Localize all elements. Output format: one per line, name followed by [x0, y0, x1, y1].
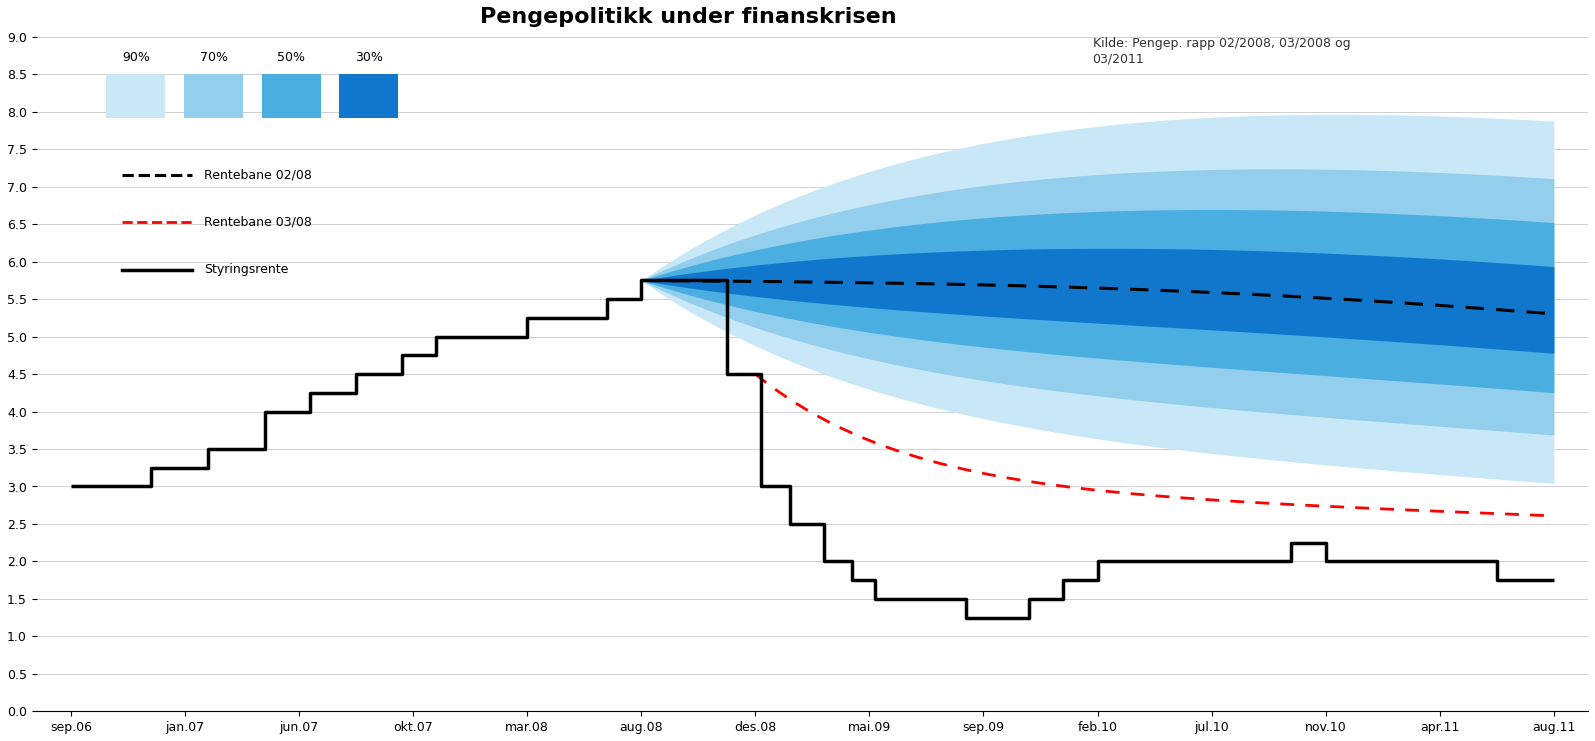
Text: Styringsrente: Styringsrente	[204, 263, 289, 276]
Text: Rentebane 03/08: Rentebane 03/08	[204, 216, 313, 229]
FancyBboxPatch shape	[340, 74, 399, 118]
Text: 30%: 30%	[354, 51, 383, 64]
Text: Kilde: Pengep. rapp 02/2008, 03/2008 og
03/2011: Kilde: Pengep. rapp 02/2008, 03/2008 og …	[1093, 37, 1351, 65]
Title: Pengepolitikk under finanskrisen: Pengepolitikk under finanskrisen	[480, 7, 896, 27]
FancyBboxPatch shape	[183, 74, 242, 118]
FancyBboxPatch shape	[262, 74, 321, 118]
Text: Rentebane 02/08: Rentebane 02/08	[204, 169, 313, 182]
Text: 70%: 70%	[199, 51, 228, 64]
Text: 90%: 90%	[123, 51, 150, 64]
Text: 50%: 50%	[278, 51, 305, 64]
FancyBboxPatch shape	[107, 74, 166, 118]
